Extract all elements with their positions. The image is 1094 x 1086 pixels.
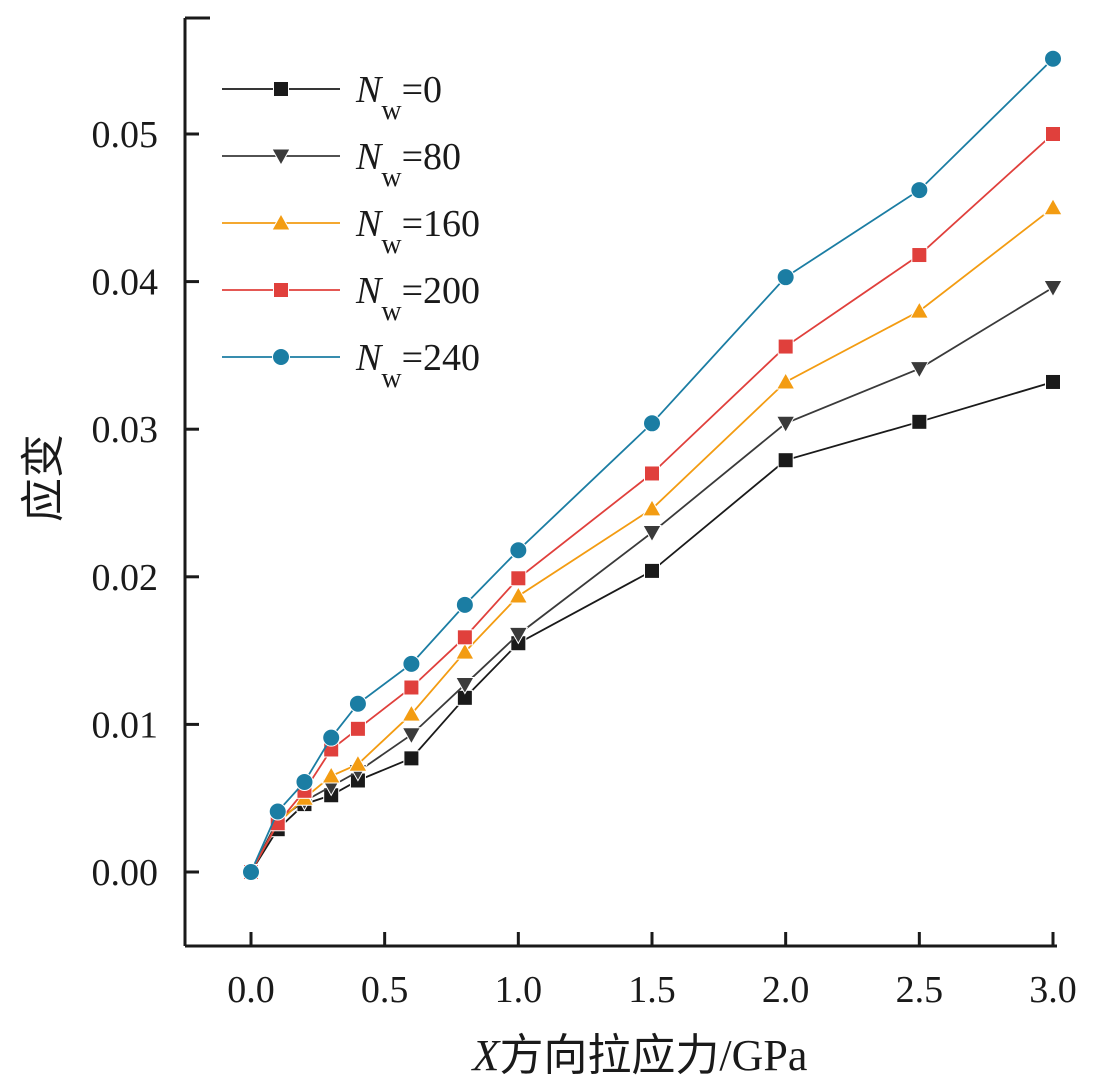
legend-label-value: =0 bbox=[402, 69, 442, 111]
data-point bbox=[776, 268, 795, 287]
data-point bbox=[911, 247, 928, 264]
legend-marker bbox=[271, 212, 291, 231]
data-point bbox=[402, 654, 421, 673]
legend-label-value: =80 bbox=[402, 136, 461, 178]
x-tick-label: 0.0 bbox=[227, 969, 275, 1011]
legend-label-var: N bbox=[355, 69, 384, 111]
data-point bbox=[1045, 126, 1061, 142]
data-point bbox=[642, 498, 662, 517]
x-tick-label: 0.5 bbox=[361, 969, 409, 1011]
data-point bbox=[775, 415, 796, 434]
legend-label-var: N bbox=[355, 203, 384, 245]
data-point bbox=[777, 452, 794, 469]
data-point bbox=[455, 642, 475, 660]
legend-label-sub: w bbox=[381, 95, 402, 126]
data-point bbox=[456, 629, 473, 646]
data-point bbox=[403, 750, 420, 767]
legend-label: Nw=80 bbox=[355, 136, 461, 193]
data-point bbox=[509, 541, 528, 560]
data-point bbox=[1045, 373, 1061, 390]
legend-marker bbox=[272, 348, 290, 366]
legend-label: Nw=240 bbox=[355, 337, 480, 394]
data-point bbox=[642, 525, 662, 543]
legend-label-sub: w bbox=[381, 363, 402, 394]
data-point bbox=[348, 694, 367, 713]
ticks: 0.0 0.5 1.0 1.5 2.0 2.5 3.0 0.00 0.01 0.02 0.03 0.0… bbox=[92, 114, 1077, 1011]
legend-label: Nw=200 bbox=[355, 270, 480, 327]
x-tick-label: 1.5 bbox=[628, 969, 676, 1011]
x-axis-title-rest: 方向拉应力/GPa bbox=[499, 1031, 807, 1080]
data-point bbox=[510, 570, 527, 587]
y-axis-title: 应变 bbox=[19, 434, 68, 522]
legend-entry: Nw=240 bbox=[222, 337, 480, 394]
legend-label-sub: w bbox=[381, 162, 402, 193]
data-point bbox=[909, 361, 930, 379]
data-point bbox=[1044, 49, 1062, 68]
x-axis-title-var: X bbox=[471, 1031, 502, 1080]
legend-marker bbox=[273, 81, 289, 97]
data-point bbox=[1043, 197, 1063, 216]
series-line bbox=[250, 58, 1054, 873]
data-point bbox=[775, 371, 796, 390]
data-point bbox=[268, 802, 287, 821]
legend-marker bbox=[271, 148, 291, 167]
data-point bbox=[644, 465, 660, 482]
y-tick-label: 0.05 bbox=[92, 114, 159, 156]
y-tick-label: 0.03 bbox=[92, 409, 159, 451]
data-point bbox=[403, 679, 420, 696]
data-point bbox=[909, 301, 930, 319]
data-point bbox=[644, 562, 660, 579]
series-2 bbox=[241, 197, 1063, 880]
y-tick-label: 0.00 bbox=[92, 852, 159, 894]
series-3 bbox=[243, 126, 1061, 880]
legend-label-var: N bbox=[355, 136, 384, 178]
data-point bbox=[643, 414, 661, 433]
data-point bbox=[295, 772, 314, 791]
data-point bbox=[911, 413, 928, 430]
data-point bbox=[508, 626, 529, 645]
legend-label-value: =160 bbox=[402, 203, 480, 245]
legend-label-var: N bbox=[355, 337, 384, 379]
x-tick-label: 2.0 bbox=[762, 969, 810, 1011]
x-axis-title: X方向拉应力/GPa bbox=[471, 1031, 808, 1080]
data-point bbox=[455, 595, 474, 614]
legend-label-value: =200 bbox=[402, 270, 480, 312]
legend-entry: Nw=0 bbox=[222, 69, 442, 126]
series-line bbox=[250, 381, 1054, 873]
axes bbox=[183, 16, 1057, 948]
data-point bbox=[322, 728, 341, 747]
series-0 bbox=[243, 373, 1061, 880]
data-point bbox=[401, 727, 422, 745]
y-tick-label: 0.01 bbox=[92, 704, 159, 746]
series bbox=[241, 49, 1063, 883]
legend-label-sub: w bbox=[381, 229, 402, 260]
data-point bbox=[242, 863, 260, 881]
data-point bbox=[1043, 280, 1063, 298]
x-tick-label: 1.0 bbox=[495, 969, 543, 1011]
legend-entry: Nw=80 bbox=[222, 136, 461, 193]
legend-label-sub: w bbox=[381, 296, 402, 327]
data-point bbox=[777, 338, 794, 355]
legend-label-var: N bbox=[355, 270, 384, 312]
data-point bbox=[349, 720, 366, 737]
data-point bbox=[455, 677, 475, 695]
legend-label-value: =240 bbox=[402, 337, 480, 379]
data-point bbox=[348, 754, 368, 772]
data-point bbox=[321, 766, 342, 784]
legend-label: Nw=160 bbox=[355, 203, 480, 260]
legend-label: Nw=0 bbox=[355, 69, 442, 126]
x-tick-label: 3.0 bbox=[1029, 969, 1077, 1011]
series-4 bbox=[242, 49, 1062, 881]
x-tick-label: 2.5 bbox=[896, 969, 944, 1011]
legend-entry: Nw=200 bbox=[222, 270, 480, 327]
legend-entry: Nw=160 bbox=[222, 203, 480, 260]
data-point bbox=[401, 704, 422, 722]
data-point bbox=[508, 585, 529, 604]
y-tick-label: 0.02 bbox=[92, 557, 159, 599]
data-point bbox=[910, 181, 929, 200]
legend-marker bbox=[273, 282, 289, 298]
y-tick-label: 0.04 bbox=[92, 262, 159, 304]
